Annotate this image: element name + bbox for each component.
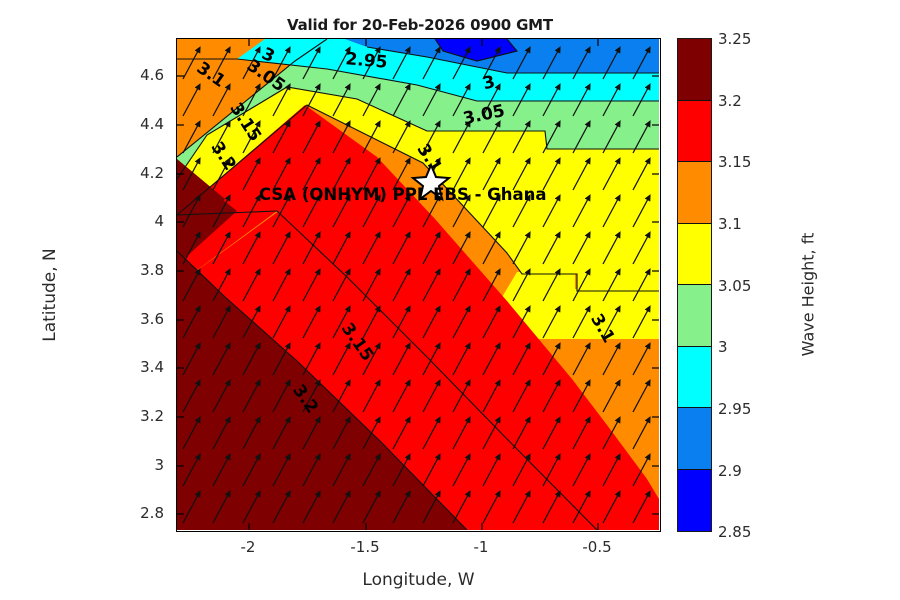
y-tick-label: 2.8	[140, 504, 164, 522]
x-axis-label: Longitude, W	[362, 570, 475, 590]
y-tick-label: 4.6	[140, 66, 164, 84]
colorbar[interactable]	[677, 38, 712, 532]
colorbar-tick-label: 3.1	[718, 215, 742, 233]
axis-tick-marks	[177, 39, 659, 530]
colorbar-tick-label: 3.05	[718, 277, 752, 295]
colorbar-band	[678, 285, 711, 347]
station-marker[interactable]	[410, 162, 452, 202]
x-tick-label: -2	[240, 538, 256, 556]
x-tick-label: -1	[473, 538, 489, 556]
y-tick-label: 4.4	[140, 115, 164, 133]
colorbar-tick-label: 2.95	[718, 400, 752, 418]
y-tick-label: 3.4	[140, 358, 164, 376]
colorbar-band	[678, 408, 711, 470]
colorbar-band	[678, 39, 711, 101]
colorbar-tick-label: 2.9	[718, 462, 742, 480]
colorbar-tick-label: 3	[718, 338, 728, 356]
y-tick-label: 3	[154, 456, 164, 474]
y-tick-label: 4.2	[140, 164, 164, 182]
colorbar-band	[678, 100, 711, 162]
x-tick-label: -1.5	[350, 538, 380, 556]
station-label: CSA (ONHYM) PPL EBS - Ghana	[259, 185, 547, 204]
colorbar-band	[678, 223, 711, 285]
y-tick-label: 3.6	[140, 310, 164, 328]
y-axis-label: Latitude, N	[40, 248, 60, 342]
filled-contour-bands	[177, 39, 659, 530]
contour-plot: 3.2 3.15 3.1 3.05 3 2.95 3 3.05 3.15 3.2…	[177, 39, 659, 530]
chart-title: Valid for 20-Feb-2026 0900 GMT	[287, 16, 553, 34]
contour-label: 3	[481, 72, 497, 94]
colorbar-tick-label: 2.85	[718, 523, 752, 541]
contour-label: 2.95	[345, 49, 389, 73]
plot-area: 3.2 3.15 3.1 3.05 3 2.95 3 3.05 3.15 3.2…	[176, 38, 661, 532]
x-tick-label: -0.5	[582, 538, 612, 556]
colorbar-band	[678, 162, 711, 224]
colorbar-tick-label: 3.2	[718, 92, 742, 110]
y-tick-label: 3.8	[140, 261, 164, 279]
y-tick-label: 4	[154, 212, 164, 230]
y-tick-label: 3.2	[140, 407, 164, 425]
colorbar-tick-label: 3.15	[718, 153, 752, 171]
colorbar-band	[678, 346, 711, 408]
colorbar-tick-label: 3.25	[718, 30, 752, 48]
colorbar-band	[678, 469, 711, 531]
colorbar-label: Wave Height, ft	[798, 232, 818, 357]
wave-direction-arrows	[182, 46, 651, 524]
